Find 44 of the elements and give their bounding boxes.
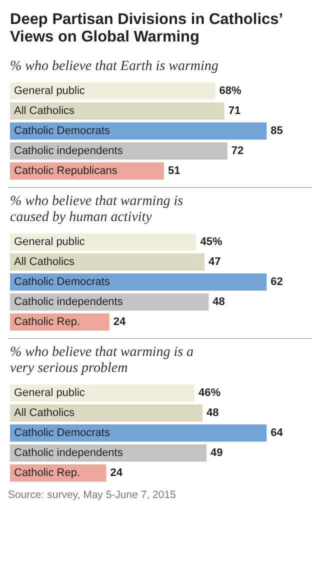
y-tick-label: Catholic Democrats [14, 427, 110, 439]
bar [10, 233, 196, 251]
data-label: 24 [113, 316, 126, 328]
y-tick-label: All Catholics [14, 256, 76, 268]
y-tick-label: All Catholics [14, 407, 76, 419]
y-tick-label: General public [14, 85, 86, 97]
y-tick-label: Catholic independents [14, 145, 124, 157]
data-label: 45% [200, 236, 223, 248]
y-tick-label: Catholic Democrats [14, 276, 110, 288]
data-label: 85 [270, 125, 283, 137]
bar [10, 102, 224, 120]
source-note: Source: survey, May 5-June 7, 2015 [8, 489, 177, 501]
bar [10, 253, 205, 271]
y-tick-label: Catholic Democrats [14, 125, 110, 137]
data-label: 48 [212, 296, 225, 308]
data-label: 24 [110, 467, 124, 479]
chart-title: Deep Partisan Divisions in Catholics’ Views on Global Warming [10, 11, 284, 46]
y-tick-label: Catholic independents [14, 447, 124, 459]
y-tick-label: Catholic Rep. [14, 467, 80, 479]
y-tick-label: Catholic Rep. [14, 316, 80, 328]
y-tick-label: General public [14, 387, 86, 399]
chart-subtitle: % who believe that warming is caused by human activity [10, 194, 184, 225]
data-label: 46% [198, 387, 221, 399]
bar [10, 384, 194, 402]
data-label: 71 [228, 105, 241, 117]
bar [10, 424, 267, 442]
y-tick-label: Catholic independents [14, 296, 124, 308]
data-label: 48 [206, 407, 219, 419]
bar [10, 82, 216, 100]
data-label: 51 [168, 165, 180, 177]
bar [10, 404, 202, 422]
bar [10, 273, 267, 291]
y-tick-label: All Catholics [14, 105, 76, 117]
y-tick-label: Catholic Republicans [14, 165, 118, 177]
chart-subtitle: % who believe that Earth is warming [10, 59, 218, 74]
chart-subtitle: % who believe that warming is a very serious problem [10, 345, 194, 376]
data-label: 62 [270, 276, 283, 288]
data-label: 64 [270, 427, 284, 439]
data-label: 49 [210, 447, 223, 459]
bar [10, 122, 267, 140]
y-tick-label: General public [14, 236, 86, 248]
data-label: 72 [231, 145, 244, 157]
data-label: 47 [208, 256, 221, 268]
data-label: 68% [219, 85, 242, 97]
